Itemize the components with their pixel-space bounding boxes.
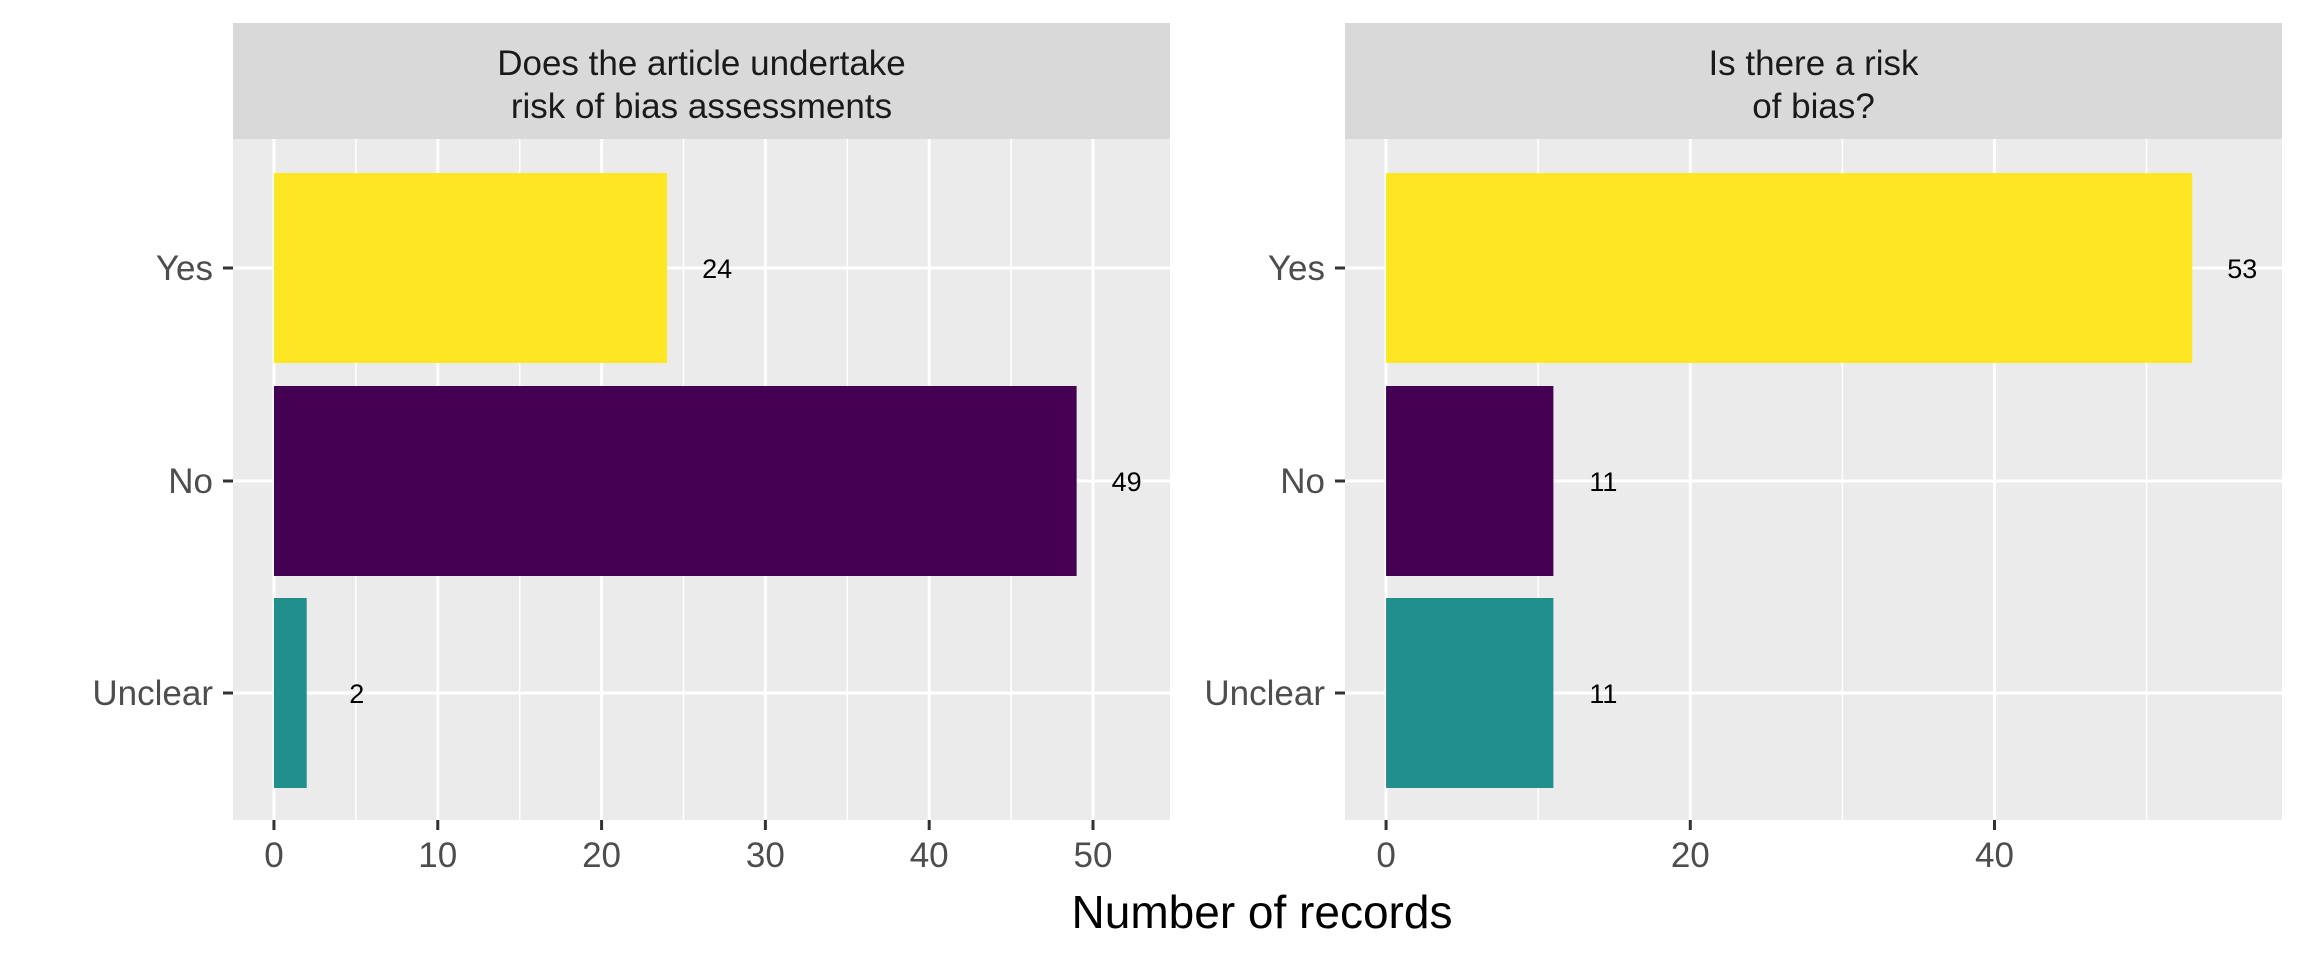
panel-title-line: Is there a risk — [1708, 44, 1919, 83]
y-tick-label-unclear: Unclear — [1204, 674, 1325, 713]
panel-strip — [1345, 23, 2282, 139]
bar-yes — [273, 173, 668, 363]
x-tick-label: 30 — [746, 836, 785, 875]
x-tick-label: 50 — [1074, 836, 1113, 875]
x-tick-label: 0 — [1376, 836, 1395, 875]
bar-no — [1386, 386, 1554, 576]
x-tick-label: 40 — [910, 836, 949, 875]
value-label-yes: 24 — [702, 254, 732, 284]
x-tick-label: 10 — [418, 836, 457, 875]
panel-strip — [233, 23, 1170, 139]
y-tick-label-no: No — [1280, 462, 1325, 501]
x-tick-label: 0 — [264, 836, 283, 875]
y-tick-label-yes: Yes — [156, 249, 213, 288]
panel-title-line: of bias? — [1752, 87, 1875, 126]
y-tick-label-yes: Yes — [1268, 249, 1325, 288]
x-tick-label: 20 — [1671, 836, 1710, 875]
y-tick-label-unclear: Unclear — [92, 674, 213, 713]
bar-yes — [1386, 173, 2193, 363]
value-label-yes: 53 — [2227, 254, 2257, 284]
panel-1: Does the article undertake risk of bias a… — [92, 23, 1170, 875]
value-label-no: 11 — [1589, 467, 1617, 497]
panel-title-line: risk of bias assessments — [511, 87, 892, 126]
panel-title-line: Does the article undertake — [497, 44, 906, 83]
value-label-unclear: 11 — [1589, 679, 1617, 709]
x-tick-label: 20 — [582, 836, 621, 875]
panel-2: Is there a risk of bias? 53 11 11 Yes No Unclea… — [1204, 23, 2282, 875]
value-label-unclear: 2 — [349, 679, 364, 709]
bar-unclear — [1386, 598, 1554, 788]
x-axis-title: Number of records — [1072, 886, 1453, 938]
y-tick-label-no: No — [168, 462, 213, 501]
bar-unclear — [273, 598, 307, 788]
x-tick-label: 40 — [1975, 836, 2014, 875]
value-label-no: 49 — [1112, 467, 1142, 497]
bar-no — [273, 386, 1077, 576]
